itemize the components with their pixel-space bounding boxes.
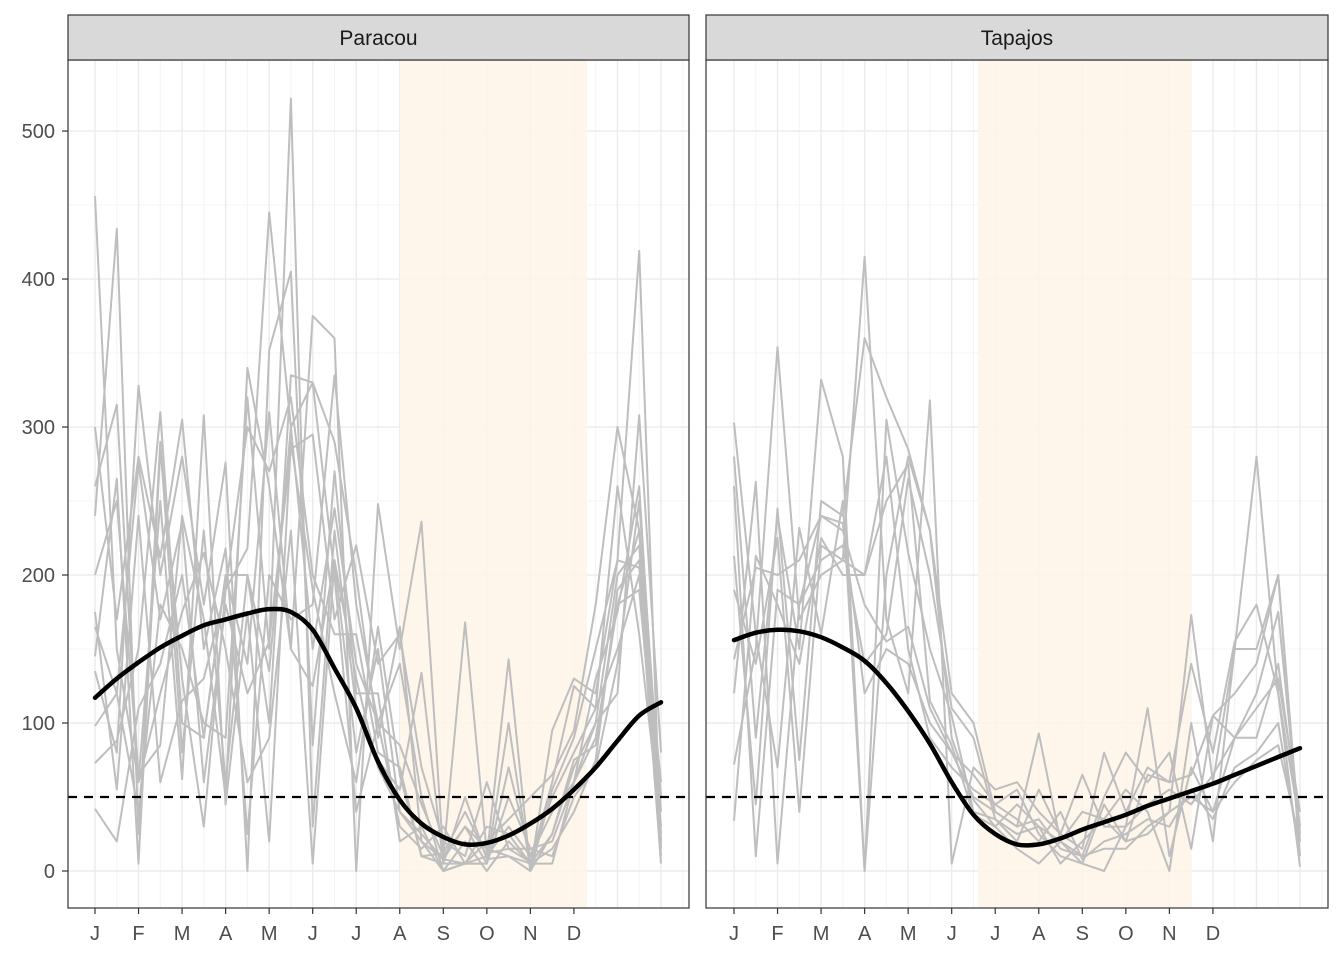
x-tick-label: A [1032, 923, 1046, 945]
monthly-series-lines [94, 97, 662, 872]
series-line [94, 196, 662, 865]
x-tick-label: J [351, 923, 361, 945]
series-line [94, 396, 662, 865]
x-tick-label: F [132, 923, 144, 945]
x-tick-label: J [990, 923, 1000, 945]
x-tick-label: F [771, 923, 783, 945]
x-tick-label: M [261, 923, 278, 945]
series-line [94, 366, 662, 872]
smooth-trend-line [731, 627, 1303, 848]
x-tick-label: J [90, 923, 100, 945]
x-tick-label: M [813, 923, 830, 945]
x-tick-label: S [437, 923, 450, 945]
series-line [733, 514, 1301, 858]
facet-strip-label: Paracou [339, 27, 417, 50]
x-tick-label: J [729, 923, 739, 945]
panel-paracou: Paracou J F M A M J J A S O N D [67, 14, 690, 945]
series-line [733, 455, 1301, 872]
series-line [94, 374, 662, 872]
x-tick-label: N [1162, 923, 1176, 945]
y-tick-label: 400 [22, 269, 55, 291]
x-tick-label: A [219, 923, 233, 945]
x-tick-label: S [1076, 923, 1089, 945]
dry-season-band [399, 60, 587, 908]
series-line [733, 455, 1301, 861]
series-line [94, 374, 662, 872]
y-tick-label: 300 [22, 417, 55, 439]
facet-strip [67, 14, 690, 61]
y-tick-label: 100 [22, 713, 55, 735]
smooth-curve [92, 606, 664, 848]
y-tick-label: 500 [22, 121, 55, 143]
x-tick-label: J [308, 923, 318, 945]
y-tick-label: 200 [22, 565, 55, 587]
dry-season-rect [399, 60, 587, 908]
x-tick-label: O [1118, 923, 1134, 945]
x-tick-label: D [567, 923, 581, 945]
series-line [94, 433, 662, 858]
monthly-series-lines [733, 255, 1301, 872]
series-line [94, 315, 662, 872]
x-tick-label: M [900, 923, 917, 945]
x-tick-label: M [174, 923, 191, 945]
x-tick-label: N [523, 923, 537, 945]
smooth-trend-line [92, 606, 664, 848]
facet-strip [705, 14, 1329, 61]
series-line [733, 337, 1301, 865]
x-tick-label: O [479, 923, 495, 945]
smooth-curve [731, 627, 1303, 848]
x-tick-label: A [393, 923, 407, 945]
series-line [94, 249, 662, 872]
panel-tapajos: Tapajos J F M A M J J A S O N D [705, 14, 1329, 945]
x-tick-label: J [947, 923, 957, 945]
facet-strip-label: Tapajos [981, 27, 1053, 50]
y-axis: 0 100 200 300 400 500 [22, 121, 68, 883]
x-tick-label: D [1206, 923, 1220, 945]
y-tick-label: 0 [44, 861, 55, 883]
series-line [733, 486, 1301, 865]
x-tick-label: A [858, 923, 872, 945]
